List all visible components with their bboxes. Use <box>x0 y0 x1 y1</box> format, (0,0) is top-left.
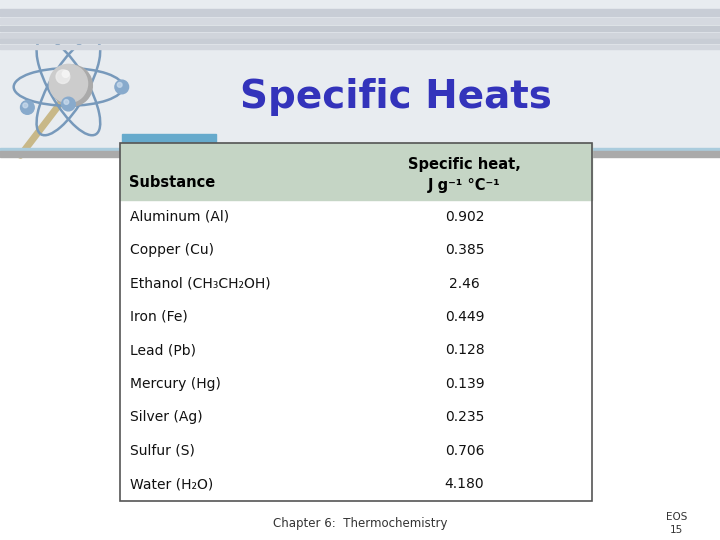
Text: J g⁻¹ °C⁻¹: J g⁻¹ °C⁻¹ <box>428 178 501 193</box>
Circle shape <box>117 83 122 87</box>
Text: 0.235: 0.235 <box>445 410 484 424</box>
Text: Lead (Pb): Lead (Pb) <box>130 343 196 357</box>
Circle shape <box>115 80 129 94</box>
Text: Specific Heats: Specific Heats <box>240 78 552 116</box>
Text: Iron (Fe): Iron (Fe) <box>130 310 187 324</box>
Text: Water (H₂O): Water (H₂O) <box>130 477 213 491</box>
Text: 4.180: 4.180 <box>445 477 485 491</box>
Text: 0.449: 0.449 <box>445 310 485 324</box>
Text: 0.139: 0.139 <box>445 377 485 391</box>
Circle shape <box>21 100 35 114</box>
Text: Chapter 6:  Thermochemistry: Chapter 6: Thermochemistry <box>273 517 447 530</box>
Text: 0.128: 0.128 <box>445 343 485 357</box>
Text: 0.706: 0.706 <box>445 444 485 458</box>
Text: 0.902: 0.902 <box>445 210 485 224</box>
Circle shape <box>56 70 70 84</box>
Text: Sulfur (S): Sulfur (S) <box>130 444 194 458</box>
Text: Substance: Substance <box>129 175 215 190</box>
Text: Ethanol (CH₃CH₂OH): Ethanol (CH₃CH₂OH) <box>130 276 270 291</box>
Text: Mercury (Hg): Mercury (Hg) <box>130 377 220 391</box>
Text: 15: 15 <box>670 525 683 535</box>
Circle shape <box>62 71 69 77</box>
Circle shape <box>64 99 68 104</box>
Text: Aluminum (Al): Aluminum (Al) <box>130 210 229 224</box>
Text: EOS: EOS <box>666 512 688 522</box>
Text: 2.46: 2.46 <box>449 276 480 291</box>
Text: Silver (Ag): Silver (Ag) <box>130 410 202 424</box>
Text: 0.385: 0.385 <box>445 243 485 257</box>
Circle shape <box>23 103 27 108</box>
Circle shape <box>62 97 76 111</box>
Text: Specific heat,: Specific heat, <box>408 157 521 172</box>
Text: Copper (Cu): Copper (Cu) <box>130 243 214 257</box>
Circle shape <box>51 65 92 106</box>
Circle shape <box>49 64 88 103</box>
